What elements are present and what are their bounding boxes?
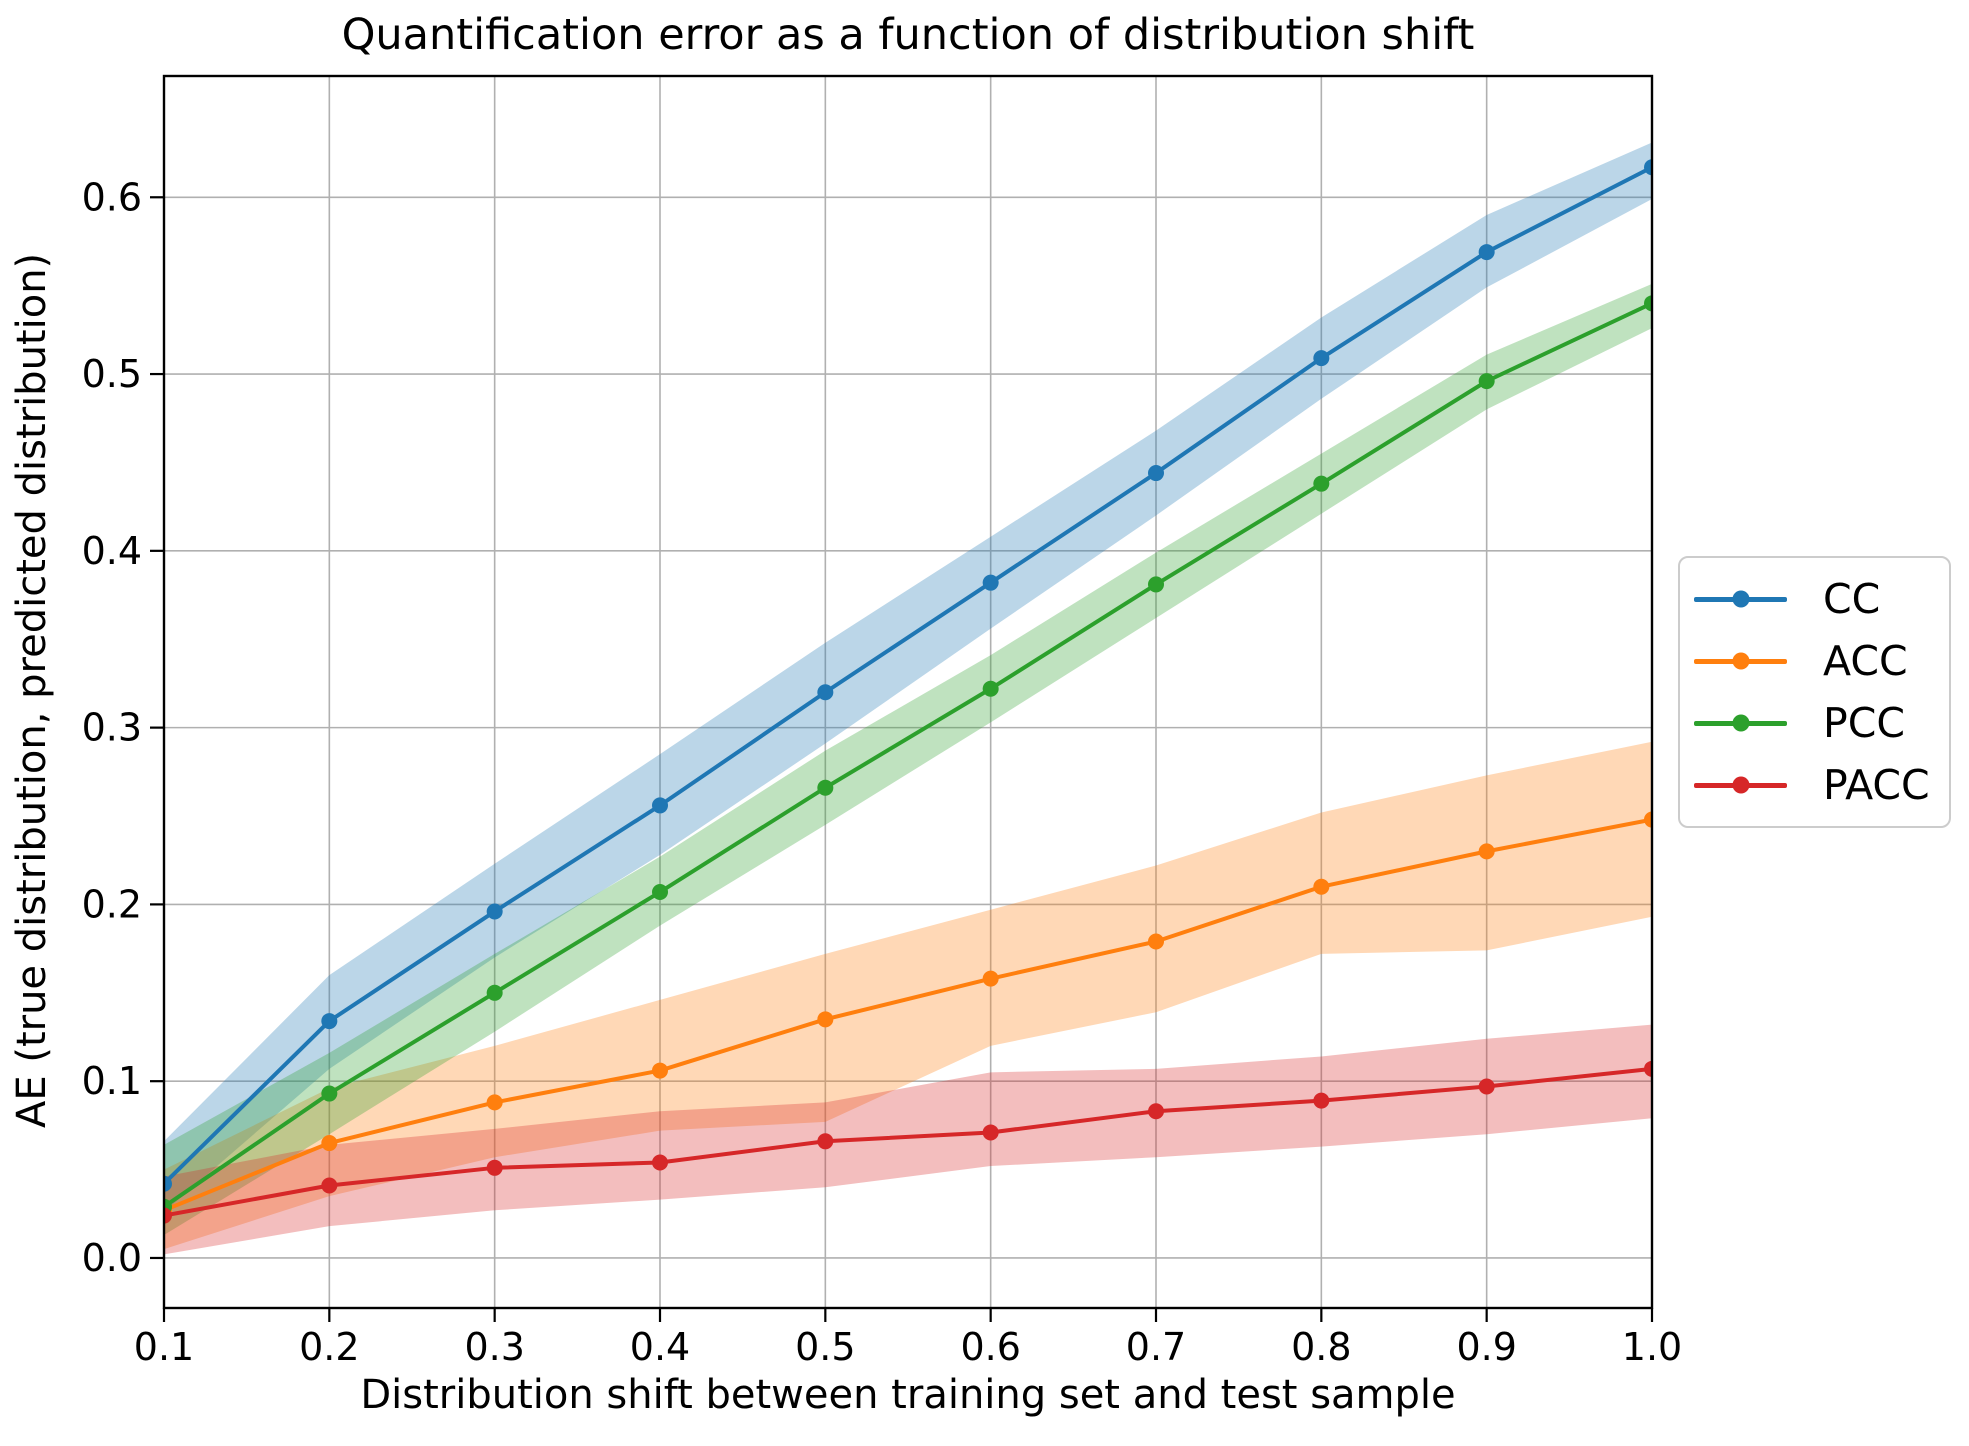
data-point-pacc [1644,1060,1652,1077]
axis-ticks [150,196,1654,1322]
x-tick-label: 1.0 [1622,1325,1682,1369]
data-point-acc [1313,878,1330,895]
x-tick-label: 0.7 [1126,1325,1186,1369]
x-tick-label: 0.9 [1456,1325,1516,1369]
data-point-cc [321,1013,338,1030]
legend-item-cc: CC [1694,574,1949,623]
x-tick-label: 0.4 [630,1325,690,1369]
legend-item-pcc: PCC [1694,698,1949,747]
x-tick-label: 0.5 [795,1325,855,1369]
series-pacc [164,1060,1652,1224]
data-point-pacc [982,1124,999,1141]
band-acc [164,741,1652,1250]
band-cc [164,142,1652,1213]
legend-label-pacc: PACC [1823,760,1930,809]
data-point-acc [652,1062,668,1079]
data-point-pcc [817,779,834,796]
y-tick-label: 0.4 [82,529,142,573]
data-point-pcc [1644,295,1652,312]
x-tick-label: 0.6 [960,1325,1020,1369]
data-point-cc [486,903,503,920]
data-point-acc [1478,843,1495,860]
legend-label-acc: ACC [1823,636,1908,685]
data-point-acc [486,1094,503,1111]
data-point-cc [1148,465,1164,482]
x-axis-label: Distribution shift between training set … [360,1372,1456,1418]
data-point-pacc [164,1207,172,1224]
y-axis-label: AE (true distribution, predicted distrib… [9,252,55,1128]
data-point-acc [1644,811,1652,828]
x-tick-label: 0.3 [464,1325,524,1369]
series-pcc [164,295,1652,1215]
data-point-cc [652,797,668,814]
data-point-pacc [486,1159,503,1176]
data-point-pacc [1148,1103,1164,1120]
confidence-bands [164,142,1652,1255]
data-point-pacc [817,1133,834,1150]
data-point-pcc [321,1085,338,1102]
tick-labels: 0.1 0.2 0.3 0.4 0.5 0.6 0.7 0.8 0.9 1.0 0.0 0.1 0.2 0… [82,175,1683,1369]
data-point-pcc [1148,576,1164,593]
x-tick-label: 0.8 [1291,1325,1351,1369]
data-point-cc [1478,244,1495,261]
data-point-acc [321,1135,338,1152]
y-tick-label: 0.6 [82,175,142,219]
legend-label-pcc: PCC [1823,698,1905,747]
data-point-pcc [652,884,668,901]
series-acc [164,811,1652,1219]
plot-border [162,74,1654,1310]
data-point-pcc [1313,475,1330,492]
data-point-pacc [652,1154,668,1171]
x-tick-label: 0.1 [134,1325,194,1369]
data-point-cc [982,574,999,591]
series-cc [164,159,1652,1192]
pcc-line-sample-icon [1694,714,1787,732]
legend-item-pacc: PACC [1694,760,1949,809]
x-tick-label: 0.2 [299,1325,359,1369]
cc-marker-icon [1732,590,1749,608]
data-point-acc [982,970,999,987]
acc-line-sample-icon [1694,652,1787,670]
pacc-line-sample-icon [1694,776,1787,794]
line-pacc [164,1066,1652,1218]
legend: CC ACC PCC PACC [1678,556,1951,828]
data-point-acc [1148,933,1164,950]
y-tick-label: 0.0 [82,1236,142,1280]
band-pacc [164,1024,1652,1255]
legend-label-cc: CC [1823,574,1881,623]
y-tick-label: 0.5 [82,352,142,396]
chart-title: Quantification error as a function of di… [341,10,1475,60]
data-point-cc [164,1175,172,1192]
legend-item-acc: ACC [1694,636,1949,685]
y-tick-label: 0.1 [82,1059,142,1103]
y-tick-label: 0.3 [82,706,142,750]
data-point-cc [1313,350,1330,367]
line-acc [164,817,1652,1213]
pacc-marker-icon [1732,776,1749,794]
data-point-acc [817,1011,834,1028]
data-point-cc [817,684,834,701]
y-tick-label: 0.2 [82,882,142,926]
data-point-pacc [321,1177,338,1194]
pcc-marker-icon [1732,714,1749,732]
data-point-pcc [982,680,999,697]
line-cc [164,165,1652,1186]
line-pcc [164,301,1652,1209]
data-point-pacc [1313,1092,1330,1109]
data-point-pcc [486,984,503,1001]
cc-line-sample-icon [1694,590,1787,608]
acc-marker-icon [1732,652,1749,670]
band-pcc [164,283,1652,1235]
data-point-pcc [1478,373,1495,390]
data-point-pacc [1478,1078,1495,1095]
data-point-cc [1644,159,1652,176]
